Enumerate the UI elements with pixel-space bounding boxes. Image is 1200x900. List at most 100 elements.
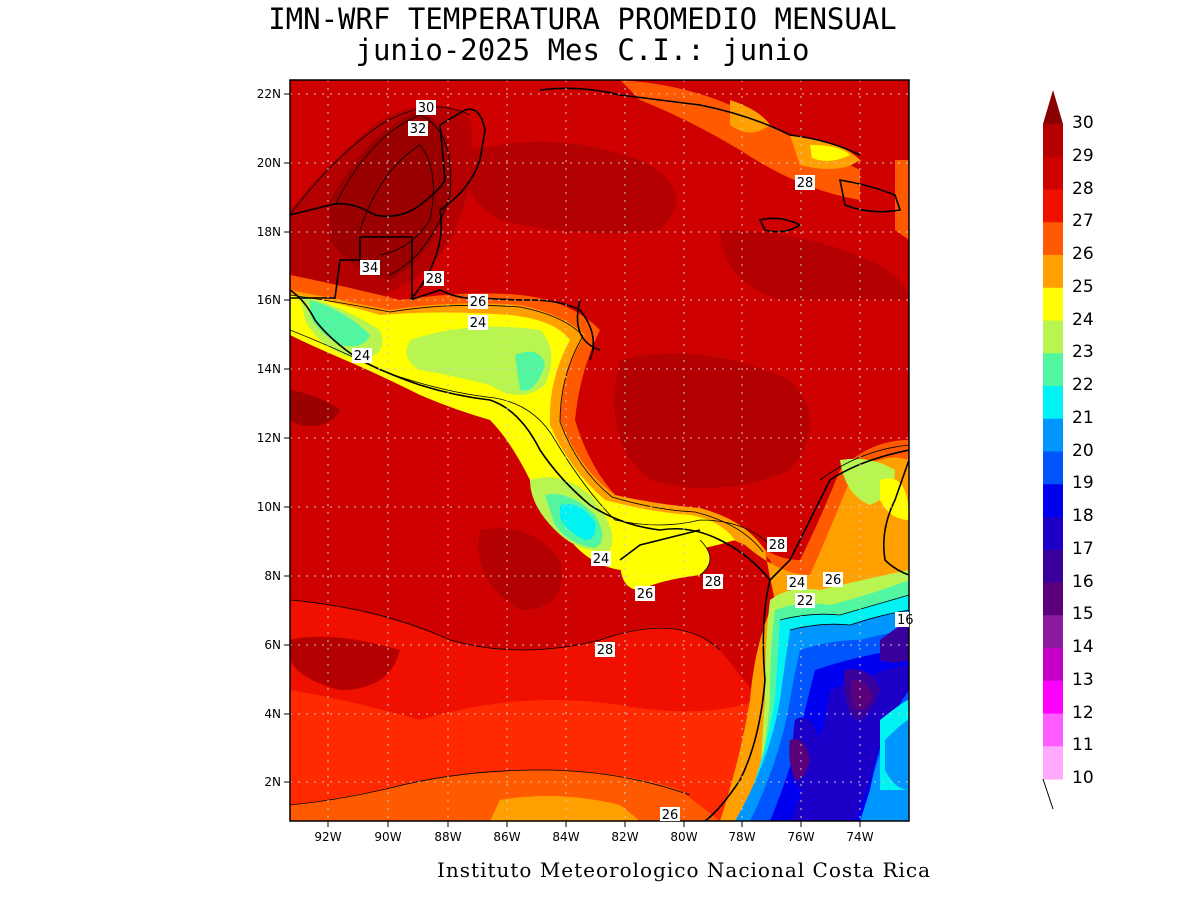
footer-credit: Instituto Meteorologico Nacional Costa R… [437,858,932,882]
contour-label: 32 [408,121,428,137]
colorbar-max-arrow [1043,90,1063,124]
lat-tick-label: 6N [264,638,281,652]
lon-tick-label: 78W [728,830,755,844]
colorbar-label: 30 [1072,113,1094,133]
lat-tick-label: 18N [257,225,281,239]
colorbar-segment [1043,549,1063,583]
colorbar-segment [1043,255,1063,289]
svg-text:28: 28 [426,272,443,287]
svg-text:28: 28 [769,538,786,553]
colorbar-label: 15 [1072,604,1094,625]
colorbar-segment [1043,287,1063,321]
contour-label: 16 [895,612,914,628]
colorbar-label: 17 [1072,538,1094,559]
colorbar-segment [1043,353,1063,387]
contour-label: 28 [795,175,815,191]
colorbar-label: 18 [1072,506,1094,526]
svg-text:32: 32 [410,122,427,137]
contour-label: 28 [595,642,615,658]
lat-tick-label: 20N [257,156,281,170]
colorbar-segment [1043,124,1063,158]
contour-label: 24 [787,575,807,591]
contour-label: 28 [703,574,723,590]
colorbar-label: 27 [1072,211,1094,232]
colorbar-label: 23 [1072,342,1094,363]
contour-label: 22 [795,593,815,609]
contour-label: 28 [424,271,444,287]
colorbar-segment [1043,484,1063,518]
lat-axis: 22N 20N 18N 16N 14N 12N 10N 8N 6N 4N 2N [257,87,290,789]
lon-tick-label: 88W [434,830,461,844]
svg-text:26: 26 [470,295,487,310]
svg-text:24: 24 [789,576,806,591]
lon-tick-label: 74W [846,830,873,844]
svg-text:28: 28 [797,176,814,191]
lat-tick-label: 16N [257,293,281,307]
colorbar-segment [1043,713,1063,747]
colorbar-label: 25 [1072,276,1094,297]
contour-label: 24 [468,315,488,331]
svg-text:26: 26 [825,573,842,588]
colorbar-label: 24 [1072,309,1094,330]
colorbar-segment [1043,648,1063,682]
colorbar-label: 10 [1072,768,1094,788]
contour-label: 24 [352,348,372,364]
colorbar-label: 13 [1072,669,1094,690]
svg-text:30: 30 [418,101,435,116]
colorbar-label: 14 [1072,637,1094,657]
colorbar-label: 16 [1072,571,1094,592]
svg-text:26: 26 [637,587,654,602]
colorbar-label: 12 [1072,702,1094,723]
lon-tick-label: 86W [493,830,520,844]
svg-text:28: 28 [705,575,722,590]
svg-text:34: 34 [362,261,379,276]
lat-tick-label: 14N [257,362,281,376]
lon-tick-label: 82W [611,830,638,844]
colorbar-label: 19 [1072,473,1094,494]
contour-label: 34 [360,260,380,276]
contour-label-group: 30 32 34 28 26 24 24 28 24 26 28 28 24 2… [352,100,914,823]
lat-tick-label: 22N [257,87,281,101]
colorbar-label: 22 [1072,375,1094,395]
colorbar-label: 26 [1072,244,1094,264]
colorbar-segment [1043,582,1063,616]
colorbar [1042,90,1063,810]
colorbar-segment [1043,680,1063,714]
lat-tick-label: 4N [264,707,281,721]
contour-label: 26 [635,586,655,602]
colorbar-label: 28 [1072,178,1094,199]
contour-label: 26 [660,807,680,823]
colorbar-label: 20 [1072,440,1094,461]
colorbar-segment [1043,418,1063,452]
colorbar-segment [1043,189,1063,223]
colorbar-label: 21 [1072,407,1094,428]
grid-lines [290,80,909,821]
svg-text:24: 24 [470,316,487,331]
map-title: IMN-WRF TEMPERATURA PROMEDIO MENSUAL [268,2,897,36]
colorbar-min-tick [1042,778,1054,810]
colorbar-segment [1043,451,1063,485]
colorbar-segment [1043,615,1063,649]
svg-text:24: 24 [354,349,371,364]
colorbar-segment [1043,222,1063,256]
plot-frame [289,79,910,822]
lat-tick-label: 12N [257,431,281,445]
lon-tick-label: 90W [374,830,401,844]
colorbar-label: 11 [1072,735,1094,756]
temperature-field [290,80,909,821]
svg-text:24: 24 [593,552,610,567]
colorbar-segment [1043,320,1063,354]
colorbar-segment [1043,517,1063,551]
lon-tick-label: 76W [787,830,814,844]
svg-text:28: 28 [597,643,614,658]
svg-text:22: 22 [797,594,814,609]
lat-tick-label: 8N [264,569,281,583]
contour-label: 28 [767,537,787,553]
lat-tick-label: 10N [257,500,281,514]
colorbar-segment [1043,156,1063,190]
lon-tick-label: 80W [670,830,697,844]
colorbar-label: 29 [1072,145,1094,166]
svg-text:16: 16 [897,613,914,628]
contour-label: 30 [416,100,436,116]
